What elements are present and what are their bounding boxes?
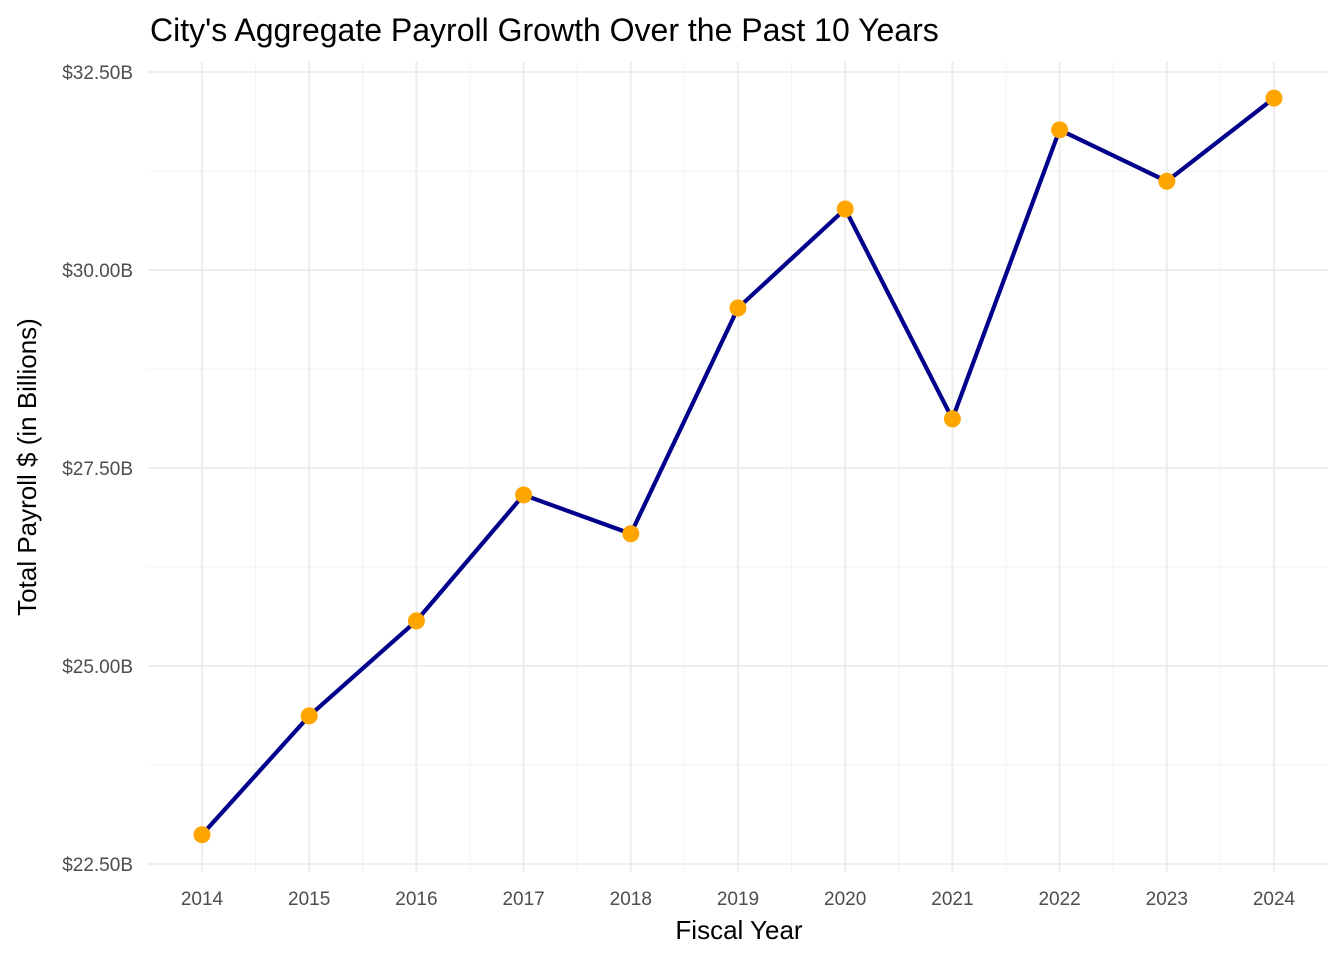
- y-tick-label: $32.50B: [62, 63, 133, 84]
- data-point-2023: [1158, 172, 1176, 190]
- data-point-2024: [1265, 89, 1283, 107]
- x-tick-label: 2022: [1038, 889, 1080, 910]
- x-tick-label: 2020: [824, 889, 866, 910]
- data-point-2022: [1051, 121, 1069, 139]
- x-tick-label: 2023: [1146, 889, 1188, 910]
- grid-lines: [148, 62, 1328, 872]
- x-tick-label: 2015: [288, 889, 330, 910]
- x-tick-label: 2014: [181, 889, 224, 910]
- x-axis-title: Fiscal Year: [675, 915, 803, 945]
- chart-title: City's Aggregate Payroll Growth Over the…: [150, 12, 939, 48]
- y-tick-label: $27.50B: [62, 459, 133, 480]
- x-tick-label: 2017: [502, 889, 544, 910]
- data-point-2015: [300, 707, 318, 725]
- x-tick-label: 2019: [717, 889, 759, 910]
- data-point-2020: [836, 200, 854, 218]
- data-points: [193, 89, 1283, 844]
- y-tick-label: $25.00B: [62, 657, 133, 678]
- x-tick-label: 2016: [395, 889, 437, 910]
- y-tick-label: $22.50B: [62, 855, 133, 876]
- y-tick-label: $30.00B: [62, 261, 133, 282]
- data-point-2014: [193, 826, 211, 844]
- x-tick-label: 2024: [1253, 889, 1296, 910]
- data-point-2016: [407, 612, 425, 630]
- x-axis-ticks: 2014 2015 2016 2017 2018 2019 2020 2021 2022 2023…: [181, 889, 1296, 910]
- y-axis-ticks: $22.50B $25.00B $27.50B $30.00B $32.50B: [62, 63, 133, 876]
- y-axis-title: Total Payroll $ (in Billions): [12, 318, 42, 616]
- x-tick-label: 2018: [610, 889, 652, 910]
- data-point-2018: [622, 525, 640, 543]
- x-tick-label: 2021: [931, 889, 973, 910]
- data-point-2017: [515, 486, 533, 504]
- data-point-2019: [729, 299, 747, 317]
- data-point-2021: [943, 410, 961, 428]
